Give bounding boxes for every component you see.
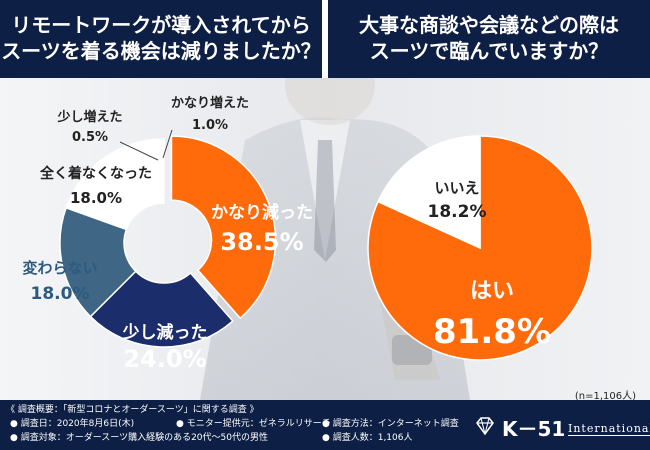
- donut-label-6: かなり増えた: [171, 95, 249, 111]
- leader-line-2: [162, 129, 173, 159]
- survey-footer: 《 調査概要：「新型コロナとオーダースーツ」に関する調査 》 ● 調査日：202…: [0, 400, 650, 450]
- donut-slice-1: [170, 135, 277, 320]
- donut-slice-4: [65, 138, 162, 231]
- donut-value-1: 38.5%: [220, 228, 303, 256]
- pie-value-2: 18.2%: [428, 202, 487, 222]
- sample-size-note: (n=1,106人): [574, 391, 636, 402]
- donut-slice-2: [89, 270, 234, 348]
- leader-line-1: [119, 141, 159, 161]
- pie-label-2: いいえ: [434, 179, 479, 197]
- survey-title: 《 調査概要：「新型コロナとオーダースーツ」に関する調査 》: [6, 405, 259, 415]
- survey-target: ● 調査対象：オーダースーツ購入経験のある20代〜50代の男性: [10, 433, 268, 443]
- donut-label-1: かなり減った: [211, 202, 313, 223]
- donut-value-5: 0.5%: [72, 130, 108, 145]
- donut-slice-6: [156, 138, 165, 204]
- donut-value-4: 18.0%: [70, 189, 122, 207]
- logo-name: K－51: [502, 417, 566, 441]
- donut-label-3: 変わらない: [22, 259, 97, 277]
- right-question-line-1: 大事な商談や会議などの際は: [359, 13, 619, 37]
- pie-label-1: はい: [470, 279, 514, 304]
- left-question-header: リモートワークが導入されてから スーツを着る機会は減りましたか？: [0, 0, 322, 78]
- donut-slice-3: [59, 206, 137, 318]
- donut-label-2: 少し減った: [122, 322, 208, 343]
- donut-value-2: 24.0%: [123, 345, 206, 373]
- pie-value-1: 81.8%: [433, 312, 551, 352]
- logo-subtitle: International: [568, 422, 650, 436]
- donut-label-4: 全く着なくなった: [39, 165, 152, 182]
- donut-value-3: 18.0%: [31, 284, 90, 304]
- survey-provider: ● モニター提供元：ゼネラルリサーチ: [176, 419, 331, 429]
- diamond-icon: [476, 417, 494, 436]
- right-question-line-2: スーツで臨んでいますか？: [369, 39, 609, 63]
- donut-label-5: 少し増えた: [56, 109, 122, 125]
- right-question-header: 大事な商談や会議などの際は スーツで臨んでいますか？: [328, 0, 650, 78]
- survey-date: ● 調査日：2020年8月6日(木): [10, 419, 135, 429]
- left-question-line-1: リモートワークが導入されてから: [11, 13, 311, 37]
- left-question-line-2: スーツを着る機会は減りましたか？: [1, 39, 321, 63]
- pie-slice-2: [377, 135, 481, 250]
- survey-count: ● 調査人数：1,106人: [322, 433, 413, 443]
- donut-value-6: 1.0%: [192, 118, 228, 133]
- survey-method: ● 調査方法：インターネット調査: [322, 419, 459, 429]
